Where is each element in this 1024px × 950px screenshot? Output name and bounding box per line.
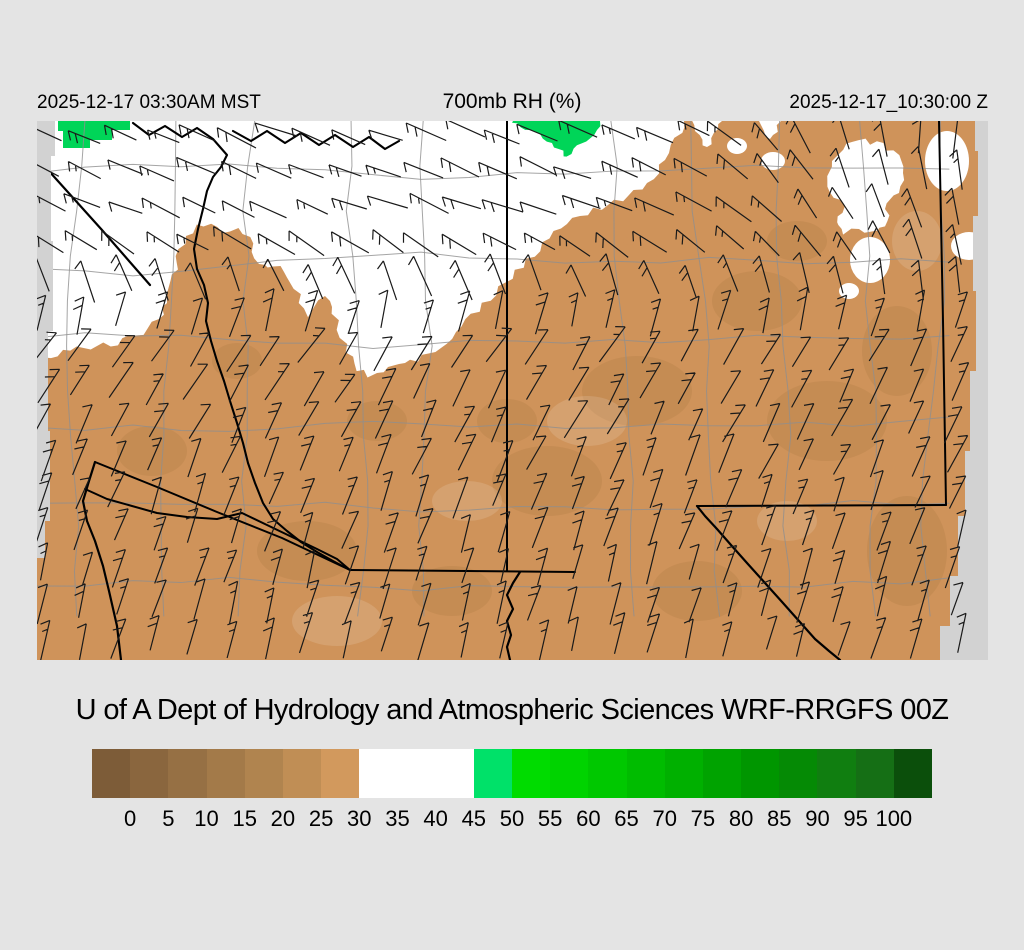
- colorbar-tick-label: 85: [767, 806, 792, 831]
- colorbar-cell: [702, 749, 742, 798]
- colorbar-tick-label: 5: [162, 806, 175, 831]
- colorbar-cell: [92, 749, 131, 798]
- colorbar-tick-label: 15: [232, 806, 257, 831]
- colorbar-tick-label: 25: [308, 806, 334, 831]
- colorbar-tick-label: 60: [576, 806, 601, 831]
- colorbar-tick-label: 75: [690, 806, 716, 831]
- colorbar-cell: [244, 749, 284, 798]
- valid-time-local-label: 2025-12-17 03:30AM MST: [37, 92, 261, 113]
- colorbar-tick-label: 0: [124, 806, 137, 831]
- colorbar-tick-label: 40: [423, 806, 448, 831]
- colorbar-cell: [130, 749, 169, 798]
- map-title: 700mb RH (%): [442, 90, 582, 113]
- colorbar-tick-label: 10: [194, 806, 219, 831]
- colorbar-tick-label: 95: [843, 806, 868, 831]
- colorbar-cell: [588, 749, 628, 798]
- colorbar-cell: [550, 749, 589, 798]
- colorbar-cell: [855, 749, 895, 798]
- rh-colorbar: 0 5 10 15 20 25 30 35 40 45 50 55 60 65 70 75 80 85 90 95 10…: [92, 749, 933, 831]
- forecast-map-canvas: [37, 121, 988, 660]
- colorbar-cell: [817, 749, 857, 798]
- colorbar-cell: [741, 749, 780, 798]
- colorbar-tick-label: 55: [537, 806, 563, 831]
- colorbar-cell: [893, 749, 933, 798]
- wind-barbs: [37, 121, 970, 660]
- colorbar-cell: [664, 749, 704, 798]
- attribution-title: U of A Dept of Hydrology and Atmospheric…: [75, 694, 949, 726]
- colorbar-tick-label: 100: [875, 806, 913, 831]
- colorbar-cell: [359, 749, 398, 798]
- colorbar-tick-label: 20: [270, 806, 296, 831]
- valid-time-utc-label: 2025-12-17_10:30:00 Z: [789, 92, 988, 113]
- colorbar-cell: [435, 749, 475, 798]
- rh-map-svg: [37, 121, 988, 660]
- colorbar-cell: [206, 749, 246, 798]
- colorbar-cell: [321, 749, 360, 798]
- colorbar-tick-label: 70: [652, 806, 677, 831]
- colorbar-cell: [779, 749, 818, 798]
- colorbar-tick-label: 90: [805, 806, 830, 831]
- colorbar-tick-label: 50: [499, 806, 525, 831]
- colorbar-tick-label: 35: [385, 806, 410, 831]
- colorbar-cell: [512, 749, 551, 798]
- colorbar-tick-label: 30: [347, 806, 372, 831]
- colorbar-cell: [282, 749, 322, 798]
- colorbar-cell: [397, 749, 437, 798]
- colorbar-tick-label: 80: [728, 806, 754, 831]
- colorbar-cell: [473, 749, 513, 798]
- colorbar-cell: [626, 749, 666, 798]
- colorbar-tick-label: 65: [614, 806, 639, 831]
- colorbar-cell: [168, 749, 208, 798]
- colorbar-tick-label: 45: [461, 806, 487, 831]
